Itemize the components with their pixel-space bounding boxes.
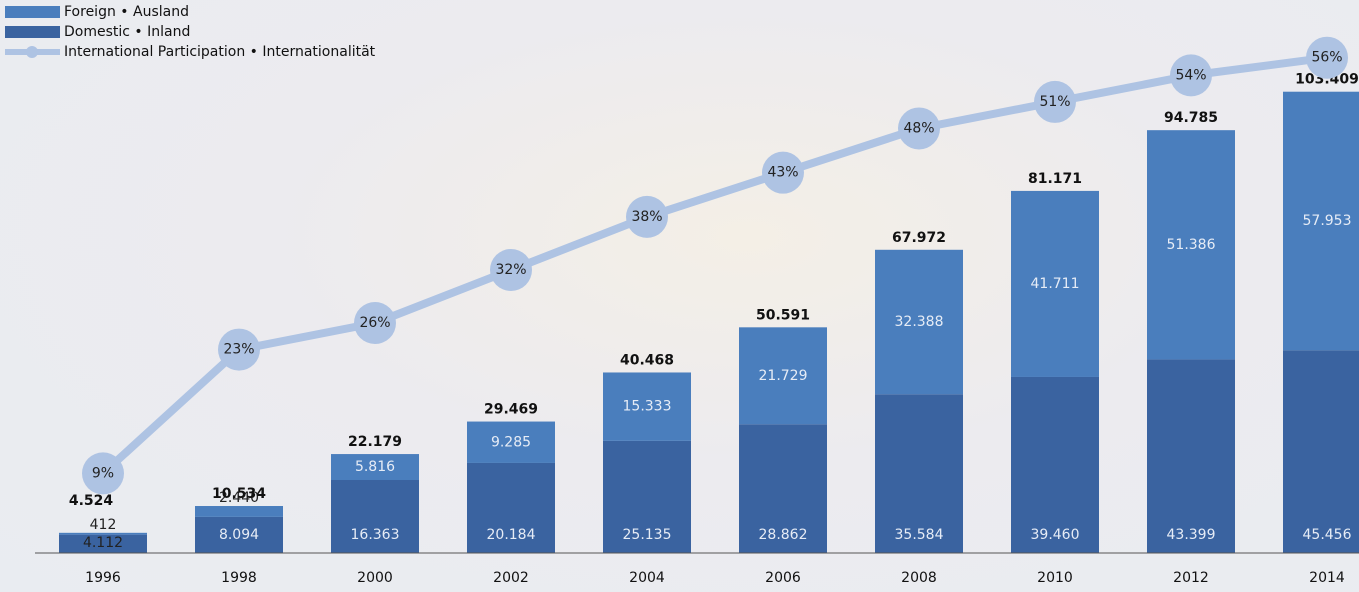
line-value-label: 26%: [359, 315, 390, 331]
value-label: 35.584: [895, 527, 944, 543]
value-label: 57.953: [1303, 213, 1352, 229]
value-label: 20.184: [487, 527, 536, 543]
legend-swatch: [5, 26, 60, 38]
x-tick-label: 2008: [901, 570, 937, 586]
total-label: 4.524: [69, 493, 114, 509]
total-label: 81.171: [1028, 171, 1082, 187]
value-label: 28.862: [759, 527, 808, 543]
line-value-label: 9%: [92, 465, 114, 481]
total-label: 22.179: [348, 434, 402, 450]
line-value-label: 43%: [767, 165, 798, 181]
line-value-label: 51%: [1039, 94, 1070, 110]
x-tick-label: 2014: [1309, 570, 1345, 586]
value-label: 16.363: [351, 527, 400, 543]
line-value-label: 56%: [1311, 50, 1342, 66]
value-label: 412: [90, 517, 117, 533]
total-label: 29.469: [484, 402, 538, 418]
value-label: 32.388: [895, 314, 944, 330]
x-tick-label: 2006: [765, 570, 801, 586]
legend-swatch: [5, 6, 60, 18]
value-label: 43.399: [1167, 527, 1216, 543]
legend-label: Foreign • Ausland: [64, 4, 189, 20]
legend-swatch-marker: [26, 46, 38, 58]
value-label: 25.135: [623, 527, 672, 543]
bar-segment: [1283, 350, 1359, 553]
value-label: 4.112: [83, 535, 123, 551]
value-label: 21.729: [759, 368, 808, 384]
bar-segment: [59, 533, 147, 535]
x-tick-label: 1996: [85, 570, 121, 586]
line-value-label: 54%: [1175, 67, 1206, 83]
x-tick-label: 2002: [493, 570, 529, 586]
value-label: 45.456: [1303, 527, 1352, 543]
line-value-label: 23%: [223, 342, 254, 358]
total-label: 40.468: [620, 352, 674, 368]
value-label: 5.816: [355, 459, 395, 475]
legend-label: Domestic • Inland: [64, 24, 190, 40]
value-label: 15.333: [623, 399, 672, 415]
x-tick-label: 2012: [1173, 570, 1209, 586]
line-value-label: 48%: [903, 120, 934, 136]
x-tick-label: 2010: [1037, 570, 1073, 586]
line-value-label: 38%: [631, 209, 662, 225]
value-label: 51.386: [1167, 237, 1216, 253]
legend-label: International Participation • Internatio…: [64, 44, 376, 60]
value-label: 39.460: [1031, 527, 1080, 543]
line: [103, 58, 1327, 474]
total-label: 50.591: [756, 307, 810, 323]
x-tick-label: 2004: [629, 570, 665, 586]
line-value-label: 32%: [495, 262, 526, 278]
x-tick-label: 2000: [357, 570, 393, 586]
value-label: 9.285: [491, 434, 531, 450]
bar-segment: [1147, 359, 1235, 553]
chart: 4.1124124.5248.0942.44010.53416.3635.816…: [0, 0, 1359, 592]
x-tick-label: 1998: [221, 570, 257, 586]
value-label: 8.094: [219, 527, 259, 543]
value-label: 41.711: [1031, 276, 1080, 292]
total-label: 94.785: [1164, 110, 1218, 126]
total-label: 10.534: [212, 486, 266, 502]
bar-segment: [195, 506, 283, 517]
total-label: 67.972: [892, 230, 946, 246]
